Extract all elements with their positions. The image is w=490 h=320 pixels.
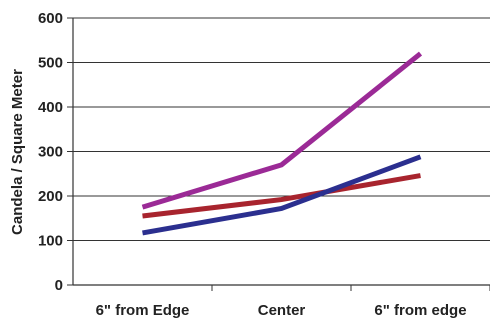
- y-tick-label: 300: [38, 144, 63, 161]
- y-tick-label: 200: [38, 188, 63, 205]
- y-axis-ticks: 0 100 200 300 400 500 600: [38, 10, 73, 294]
- y-tick-label: 100: [38, 233, 63, 250]
- axes: [72, 18, 490, 286]
- y-tick-label: 500: [38, 55, 63, 72]
- y-tick-label: 600: [38, 10, 63, 27]
- x-tick-label: Center: [258, 302, 306, 319]
- x-tick-label: 6" from Edge: [96, 302, 190, 319]
- y-tick-label: 400: [38, 99, 63, 116]
- x-axis-ticks: 6" from Edge Center 6" from edge: [96, 285, 490, 319]
- y-tick-label: 0: [55, 277, 63, 294]
- series-lines: [141, 51, 423, 236]
- y-axis-title: Candela / Square Meter: [9, 69, 26, 235]
- gridlines: [73, 17, 490, 241]
- x-tick-label: 6" from edge: [374, 302, 466, 319]
